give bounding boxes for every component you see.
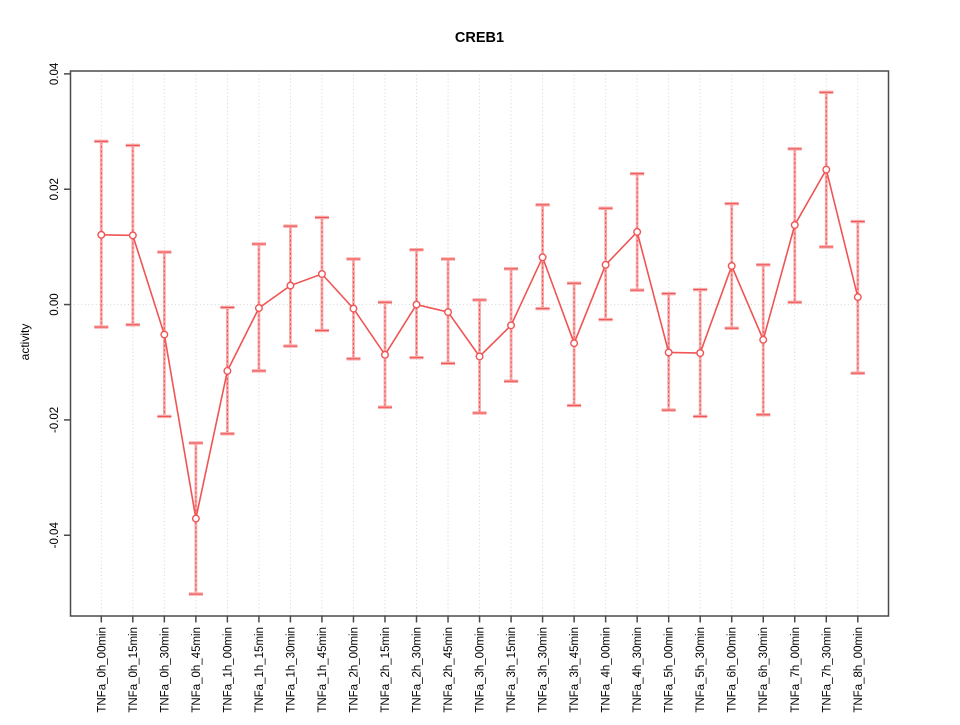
x-tick-label: TNFa_2h_00min (348, 627, 360, 713)
x-tick-label: TNFa_5h_30min (695, 627, 707, 713)
y-axis-label: activity (18, 323, 32, 361)
data-point (633, 227, 642, 236)
data-point (286, 281, 295, 290)
data-point (759, 335, 768, 344)
x-tick-label: TNFa_3h_15min (506, 627, 518, 713)
data-point (444, 308, 453, 317)
x-tick-label: TNFa_3h_30min (538, 627, 550, 713)
data-point (822, 165, 831, 174)
x-tick-label: TNFa_8h_00min (853, 627, 865, 713)
y-tick-label: 0.00 (49, 293, 61, 315)
data-point (412, 300, 421, 309)
y-tick-label: -0.04 (49, 522, 61, 549)
x-tick-label: TNFa_1h_00min (222, 627, 234, 713)
data-point (223, 366, 232, 375)
y-tick-label: 0.02 (49, 178, 61, 200)
x-tick-label: TNFa_1h_30min (285, 627, 297, 713)
data-point (507, 321, 516, 330)
x-tick-label: TNFa_7h_00min (790, 627, 802, 713)
x-tick-label: TNFa_4h_30min (632, 627, 644, 713)
data-point (538, 253, 547, 262)
x-tick-label: TNFa_3h_45min (569, 627, 581, 713)
x-tick-label: TNFa_6h_30min (758, 627, 770, 713)
data-point (790, 220, 799, 229)
x-tick-label: TNFa_4h_00min (601, 627, 613, 713)
x-tick-label: TNFa_0h_15min (128, 627, 140, 713)
data-point (160, 330, 169, 339)
x-tick-label: TNFa_5h_00min (664, 627, 676, 713)
data-point (601, 260, 610, 269)
x-tick-label: TNFa_0h_45min (191, 627, 203, 713)
x-tick-label: TNFa_1h_15min (254, 627, 266, 713)
data-point (696, 349, 705, 358)
x-tick-label: TNFa_2h_45min (443, 627, 455, 713)
data-point (727, 261, 736, 270)
x-tick-label: TNFa_2h_30min (412, 627, 424, 713)
y-tick-label: 0.04 (49, 62, 61, 85)
data-point (570, 339, 579, 348)
chart-title: CREB1 (454, 30, 505, 46)
x-tick-label: TNFa_3h_00min (475, 627, 487, 713)
x-tick-label: TNFa_0h_30min (159, 627, 171, 713)
data-point (191, 514, 200, 523)
data-point (254, 304, 263, 313)
x-tick-label: TNFa_1h_45min (317, 627, 329, 713)
data-point (853, 293, 862, 302)
x-tick-label: TNFa_2h_15min (380, 627, 392, 713)
x-tick-label: TNFa_6h_00min (727, 627, 739, 713)
data-point (349, 304, 358, 313)
data-point (664, 348, 673, 357)
y-tick-label: -0.02 (49, 407, 61, 433)
data-point (97, 230, 106, 239)
x-tick-label: TNFa_7h_30min (821, 627, 833, 713)
data-point (380, 350, 389, 359)
data-point (317, 270, 326, 279)
x-tick-label: TNFa_0h_00min (96, 627, 108, 713)
data-point (128, 231, 137, 240)
data-point (475, 352, 484, 361)
